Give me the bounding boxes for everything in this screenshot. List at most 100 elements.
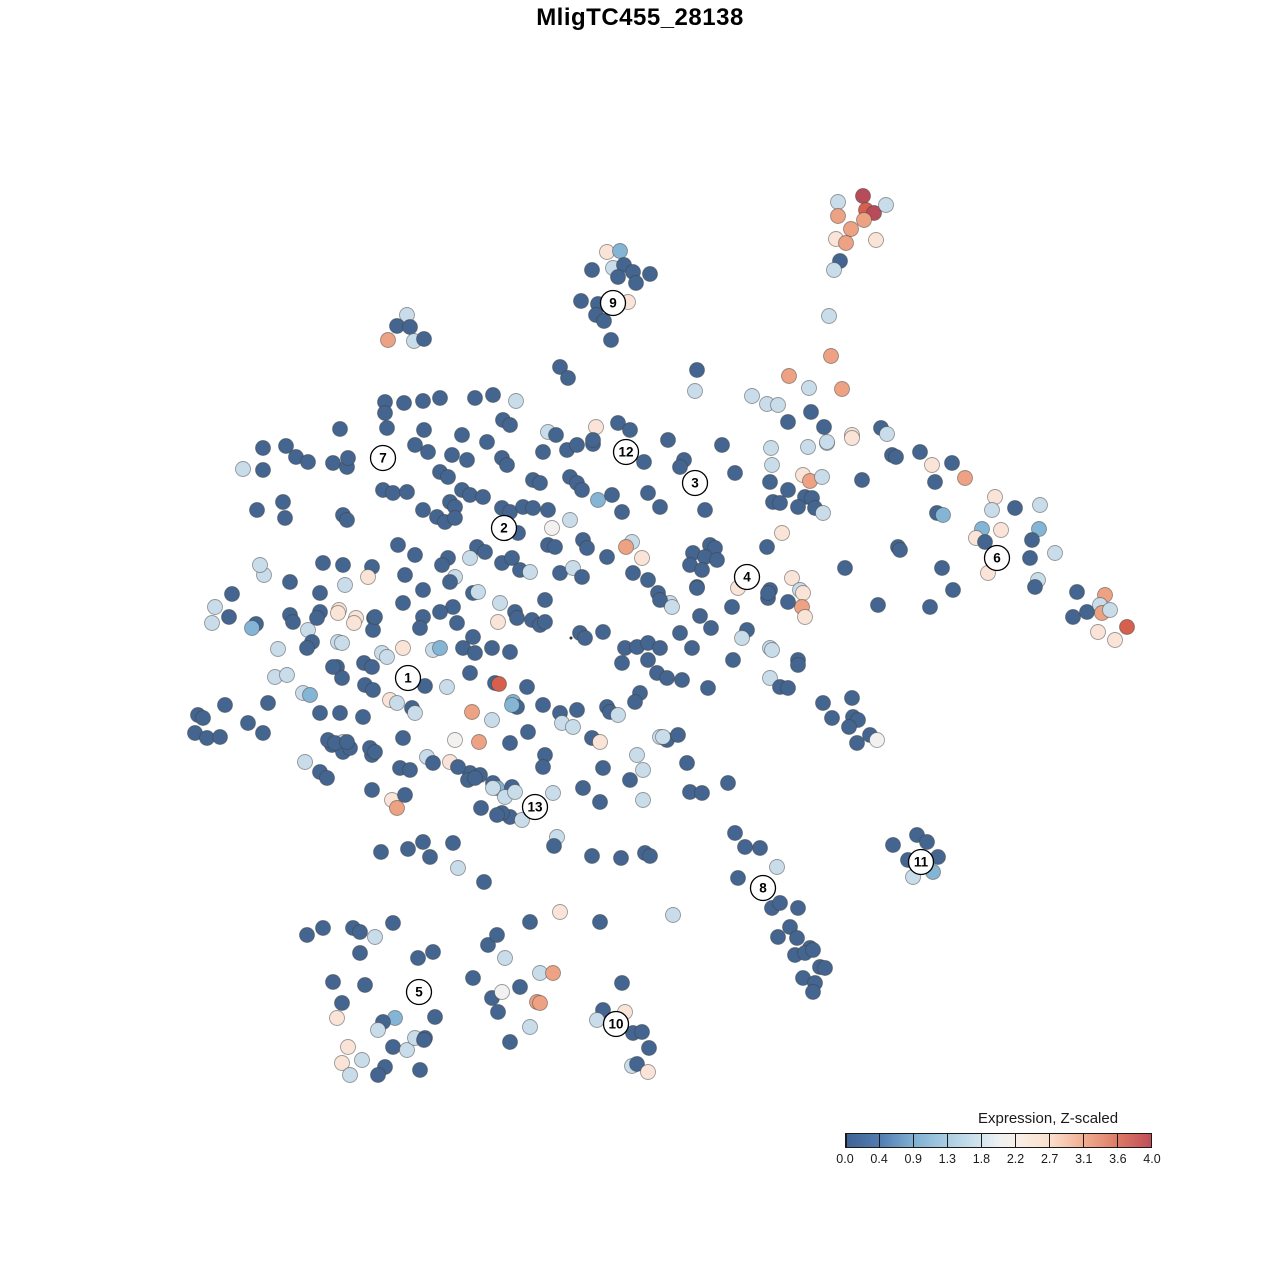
data-point <box>744 388 760 404</box>
data-point <box>805 984 821 1000</box>
data-point <box>575 780 591 796</box>
cluster-label-circle <box>733 563 761 591</box>
data-point <box>684 640 700 656</box>
data-point <box>354 1052 370 1068</box>
data-point <box>260 695 276 711</box>
data-point <box>595 760 611 776</box>
data-point <box>299 927 315 943</box>
data-point <box>665 907 681 923</box>
colorbar-tick-label: 1.8 <box>972 1152 991 1166</box>
data-point <box>610 415 626 431</box>
cluster-label-circle <box>394 664 422 692</box>
data-point <box>801 380 817 396</box>
data-point <box>579 540 595 556</box>
data-point <box>255 440 271 456</box>
points-layer <box>187 188 1135 1083</box>
data-point <box>389 800 405 816</box>
colorbar-tick-label: 2.2 <box>1006 1152 1025 1166</box>
data-point <box>1107 632 1123 648</box>
data-point <box>795 585 811 601</box>
data-point <box>302 687 318 703</box>
data-point <box>315 920 331 936</box>
data-point <box>585 432 601 448</box>
data-point <box>462 665 478 681</box>
data-point <box>465 629 481 645</box>
data-point <box>727 465 743 481</box>
data-point <box>365 622 381 638</box>
data-point <box>1047 545 1063 561</box>
data-point <box>769 859 785 875</box>
data-point <box>502 735 518 751</box>
data-point <box>834 381 850 397</box>
data-point <box>652 640 668 656</box>
data-point <box>703 620 719 636</box>
data-point <box>610 707 626 723</box>
data-point <box>879 426 895 442</box>
data-point <box>577 630 593 646</box>
data-point <box>763 440 779 456</box>
data-point <box>450 860 466 876</box>
data-point <box>450 759 466 775</box>
data-point <box>1007 500 1023 516</box>
data-point <box>255 462 271 478</box>
data-point <box>625 565 641 581</box>
data-point <box>520 724 536 740</box>
colorbar-tick <box>947 1134 949 1147</box>
data-point <box>546 838 562 854</box>
data-point <box>412 1062 428 1078</box>
data-point <box>499 457 515 473</box>
data-point <box>379 649 395 665</box>
colorbar-tick <box>1014 1134 1016 1147</box>
data-point <box>987 489 1003 505</box>
data-point <box>532 475 548 491</box>
data-point <box>415 582 431 598</box>
data-point <box>764 642 780 658</box>
data-point <box>552 904 568 920</box>
data-point <box>502 1034 518 1050</box>
colorbar-tick-label: 4.0 <box>1143 1152 1161 1166</box>
data-point <box>672 459 688 475</box>
data-point <box>770 397 786 413</box>
data-point <box>652 592 668 608</box>
data-point <box>462 487 478 503</box>
data-point <box>224 586 240 602</box>
data-point <box>522 914 538 930</box>
data-point <box>240 715 256 731</box>
data-point <box>385 485 401 501</box>
colorbar-tick <box>879 1134 881 1147</box>
data-point <box>235 461 251 477</box>
data-point <box>724 599 740 615</box>
data-point <box>826 262 842 278</box>
data-point <box>494 984 510 1000</box>
data-point <box>640 652 656 668</box>
data-point <box>720 775 736 791</box>
data-point <box>522 1019 538 1035</box>
data-point <box>367 609 383 625</box>
data-point <box>373 844 389 860</box>
data-point <box>278 438 294 454</box>
data-point <box>502 417 518 433</box>
data-point <box>434 557 450 573</box>
data-point <box>584 262 600 278</box>
data-point <box>635 762 651 778</box>
data-point <box>352 924 368 940</box>
data-point <box>445 835 461 851</box>
data-point <box>207 599 223 615</box>
data-point <box>540 502 556 518</box>
data-point <box>660 432 676 448</box>
data-point <box>402 762 418 778</box>
colorbar-gradient <box>845 1133 1152 1148</box>
data-point <box>573 293 589 309</box>
data-point <box>490 614 506 630</box>
data-point <box>410 950 426 966</box>
data-point <box>416 1032 432 1048</box>
data-point <box>790 657 806 673</box>
cluster-label: 3 <box>681 469 709 497</box>
data-point <box>588 419 604 435</box>
cluster-label: 13 <box>521 793 549 821</box>
colorbar-tick <box>845 1134 847 1147</box>
cluster-label-number: 1 <box>404 671 412 686</box>
data-point <box>380 332 396 348</box>
data-point <box>537 614 553 630</box>
colorbar-tick <box>1116 1134 1118 1147</box>
